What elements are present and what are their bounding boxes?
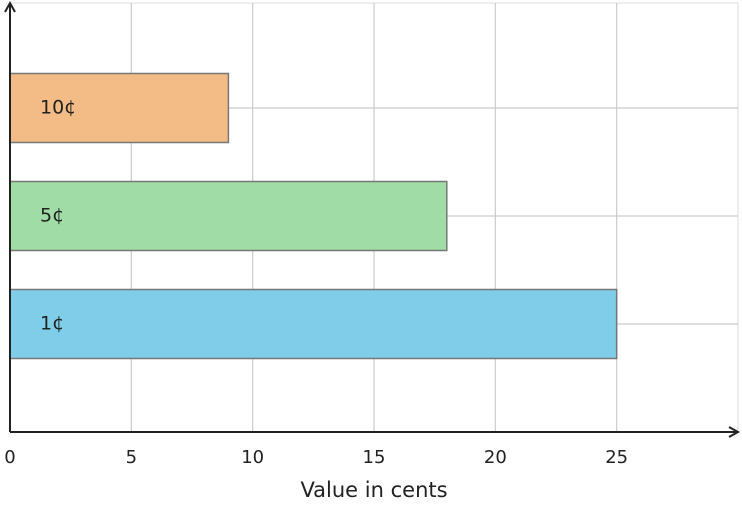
x-tick-label: 5 <box>126 447 137 468</box>
x-tick-label: 20 <box>484 447 507 468</box>
bar <box>9 288 618 360</box>
category-label: 10¢ <box>40 97 76 119</box>
x-tick-label: 25 <box>605 447 628 468</box>
x-axis-label: Value in cents <box>300 478 447 502</box>
x-tick-label: 15 <box>363 447 386 468</box>
bar <box>9 180 448 252</box>
category-label: 5¢ <box>40 205 64 227</box>
x-tick-label: 10 <box>241 447 264 468</box>
x-tick-label: 0 <box>4 447 15 468</box>
category-label: 1¢ <box>40 313 64 335</box>
y-axis-arrow <box>4 0 16 13</box>
x-axis-arrow <box>728 426 741 438</box>
bar <box>9 72 230 144</box>
